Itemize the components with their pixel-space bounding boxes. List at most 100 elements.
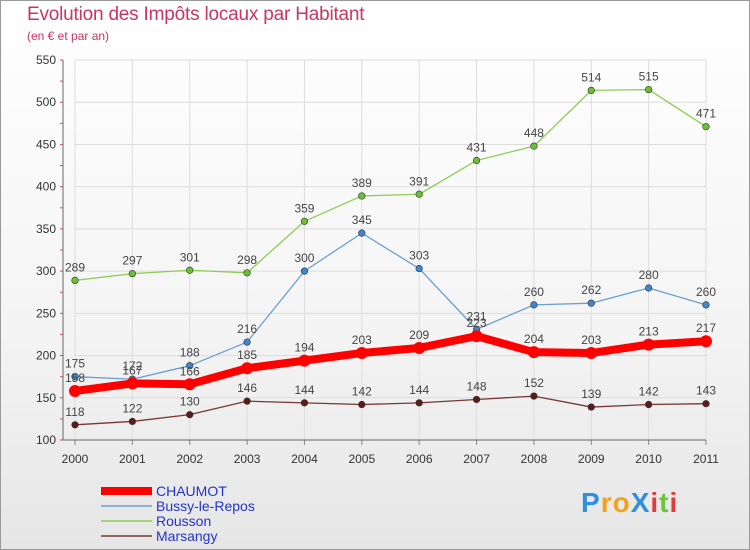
data-label: 280 [639, 268, 659, 282]
data-label: 146 [237, 381, 257, 395]
data-label: 448 [524, 126, 544, 140]
logo-letter: X [630, 487, 651, 518]
data-label: 188 [180, 346, 200, 360]
data-point [358, 229, 366, 237]
data-point [470, 330, 483, 343]
y-tick-label: 100 [36, 433, 56, 447]
x-tick-label: 2007 [463, 452, 490, 466]
data-point [413, 341, 426, 354]
data-point [415, 190, 423, 198]
data-point [702, 301, 710, 309]
data-label: 303 [409, 249, 429, 263]
data-label: 143 [696, 384, 716, 398]
data-point [530, 301, 538, 309]
data-label: 167 [122, 363, 142, 377]
data-label: 217 [696, 321, 716, 335]
chart-title: Evolution des Impôts locaux par Habitant [27, 4, 365, 25]
data-label: 204 [524, 332, 544, 346]
data-point [183, 378, 196, 391]
y-tick-label: 200 [36, 349, 56, 363]
data-label: 122 [122, 401, 142, 415]
legend-label: Rousson [156, 513, 211, 529]
data-label: 130 [180, 395, 200, 409]
data-point [300, 399, 309, 407]
x-tick-label: 2004 [291, 452, 318, 466]
y-tick-label: 350 [36, 222, 56, 236]
data-point [128, 417, 136, 426]
data-label: 301 [180, 250, 200, 264]
x-tick-label: 2003 [234, 452, 261, 466]
data-point [186, 362, 194, 370]
data-label: 260 [524, 285, 544, 299]
data-point [241, 362, 254, 375]
data-label: 298 [237, 253, 257, 267]
logo-letter: o [612, 487, 631, 518]
data-label: 216 [237, 322, 257, 336]
data-point [300, 267, 309, 275]
data-point [355, 347, 368, 360]
data-point [186, 411, 194, 419]
data-point [186, 266, 194, 274]
data-point [415, 264, 423, 273]
legend-label: Bussy-le-Repos [156, 498, 255, 514]
data-point [527, 346, 540, 359]
data-label: 166 [180, 364, 200, 378]
data-point [530, 392, 538, 400]
legend-label: Marsangy [156, 528, 217, 544]
x-tick-label: 2009 [578, 452, 605, 466]
data-point [585, 347, 598, 360]
proxiti-logo: ProXiti [581, 487, 678, 519]
data-label: 185 [237, 348, 257, 362]
y-tick-label: 500 [36, 95, 56, 109]
x-tick-label: 2001 [119, 452, 146, 466]
data-label: 158 [65, 371, 85, 385]
data-label: 471 [696, 107, 716, 121]
data-label: 203 [581, 333, 601, 347]
data-label: 142 [352, 385, 372, 399]
data-point [358, 400, 366, 409]
data-point [700, 335, 712, 348]
x-axis: 2000 2001 2002 2003 2004 2005 2006 2007 2008 2009… [62, 439, 719, 466]
y-tick-label: 250 [36, 306, 56, 320]
data-label: 139 [581, 387, 601, 401]
data-point [645, 85, 653, 94]
y-tick-label: 400 [36, 180, 56, 194]
data-label: 175 [65, 357, 85, 371]
y-tick-label: 300 [36, 264, 56, 278]
data-point [243, 338, 251, 346]
data-point [243, 397, 251, 405]
data-point [415, 399, 423, 407]
x-tick-label: 2005 [348, 452, 375, 466]
series-line [74, 232, 707, 380]
x-tick-label: 2002 [176, 452, 203, 466]
data-point [69, 385, 81, 398]
data-label: 209 [409, 328, 429, 342]
data-label: 213 [639, 325, 659, 339]
data-label: 152 [524, 376, 544, 390]
data-point [128, 270, 136, 278]
data-label: 194 [294, 341, 314, 355]
logo-letter: i [650, 487, 660, 518]
data-point [71, 276, 79, 285]
data-label: 172 [122, 359, 142, 373]
series-line [71, 332, 710, 396]
logo-letter: P [581, 487, 601, 518]
data-label: 300 [294, 251, 314, 265]
x-tick-label: 2006 [406, 452, 433, 466]
data-label: 223 [467, 316, 487, 330]
data-point [587, 403, 595, 411]
data-point [587, 299, 595, 307]
data-label: 262 [581, 283, 601, 297]
data-label: 148 [467, 379, 487, 393]
logo-letter: i [669, 487, 679, 518]
data-label: 118 [65, 405, 84, 419]
data-point [472, 156, 481, 165]
data-point [71, 421, 79, 429]
legend-label: CHAUMOT [156, 483, 227, 499]
data-label: 231 [467, 309, 487, 323]
data-point [298, 354, 311, 367]
x-tick-label: 2011 [693, 452, 719, 466]
